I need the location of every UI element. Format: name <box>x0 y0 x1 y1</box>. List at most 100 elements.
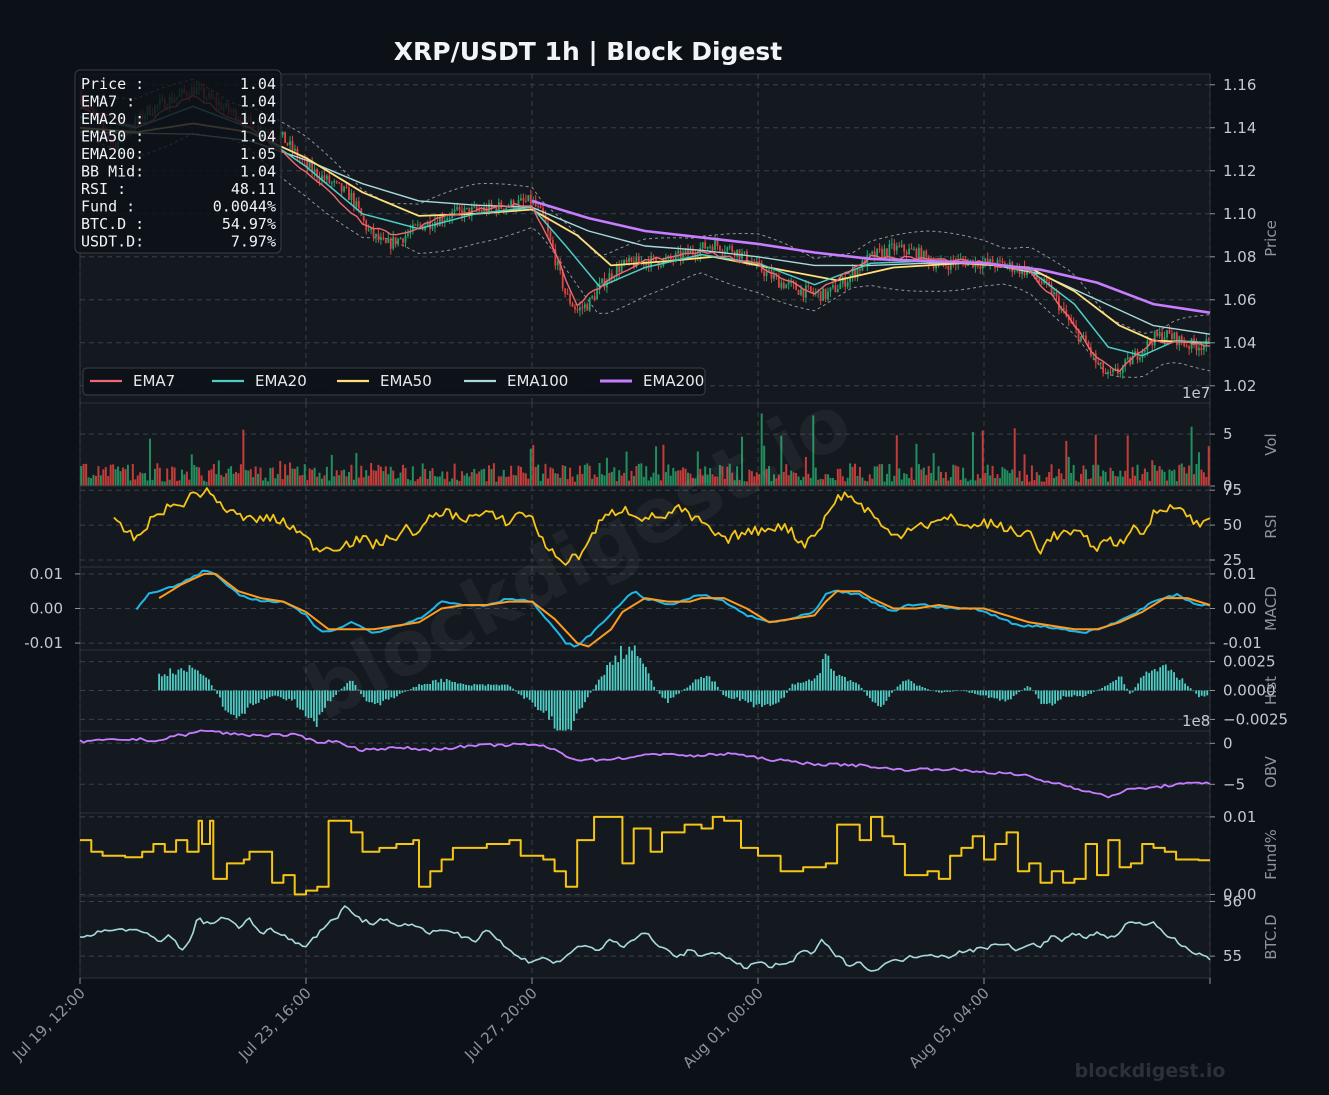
hist-bar <box>1048 690 1051 704</box>
volume-bar <box>787 475 790 486</box>
hist-bar <box>456 683 459 691</box>
candle-body <box>1082 335 1085 337</box>
volume-bar <box>387 474 390 486</box>
volume-bar <box>505 476 508 486</box>
volume-bar <box>578 465 581 486</box>
volume-bar <box>876 466 879 486</box>
volume-bar <box>573 481 576 486</box>
candle-body <box>1207 339 1210 341</box>
volume-bar <box>144 473 147 486</box>
candle-body <box>505 207 508 211</box>
volume-bar <box>529 448 532 486</box>
candle-body <box>863 260 866 267</box>
volume-bar <box>156 463 159 486</box>
hist-bar <box>196 670 199 691</box>
hist-bar <box>708 676 711 691</box>
volume-bar <box>421 463 424 486</box>
candle-body <box>615 266 618 277</box>
volume-bar <box>296 466 299 486</box>
hist-bar <box>725 690 727 697</box>
volume-bar <box>1089 478 1092 486</box>
volume-bar <box>384 466 387 486</box>
hist-bar <box>987 690 990 698</box>
volume-bar <box>365 470 368 486</box>
hist-bar <box>636 656 639 691</box>
info-value: 1.04 <box>240 93 276 111</box>
hist-bar <box>382 690 385 701</box>
volume-bar <box>333 476 336 486</box>
candle-body <box>630 257 633 262</box>
volume-bar <box>188 479 191 486</box>
candle-body <box>556 261 559 266</box>
price-ytick-label: 1.02 <box>1223 377 1256 395</box>
hist-bar <box>586 690 589 698</box>
hist-bar <box>169 668 172 691</box>
candle-body <box>1099 362 1102 364</box>
volume-bar <box>581 474 584 486</box>
hist-bar <box>913 683 915 691</box>
hist-bar <box>907 679 910 691</box>
candle-body <box>1171 333 1173 339</box>
volume-bar <box>620 475 623 486</box>
volume-bar <box>1121 476 1124 486</box>
volume-bar <box>259 467 262 486</box>
candle-body <box>1124 359 1127 367</box>
candle-body <box>1040 281 1043 284</box>
candle-body <box>1180 336 1183 343</box>
volume-bar <box>436 476 439 486</box>
hist-bar <box>329 690 332 702</box>
volume-bar <box>80 466 83 486</box>
btcd-ytick-label: 55 <box>1223 947 1242 965</box>
candle-body <box>1077 329 1080 341</box>
hist-bar <box>979 690 982 696</box>
candle-body <box>1131 355 1134 365</box>
candle-body <box>473 206 476 208</box>
candle-body <box>886 248 888 257</box>
candle-body <box>684 249 687 253</box>
volume-bar <box>406 479 409 486</box>
volume-bar <box>397 477 400 486</box>
hist-bar <box>1065 690 1068 697</box>
volume-bar <box>291 468 294 486</box>
volume-bar <box>537 464 540 486</box>
btcd-panel: 56 55 BTC.D <box>79 892 1280 979</box>
volume-bar <box>271 467 274 486</box>
candle-body <box>1094 353 1097 363</box>
hist-bar <box>1115 680 1117 691</box>
hist-bar <box>268 690 271 698</box>
volume-bar <box>571 476 574 486</box>
price-ytick-label: 1.16 <box>1223 76 1256 94</box>
volume-bar <box>178 480 181 486</box>
volume-bar <box>308 468 311 486</box>
candle-body <box>1146 340 1149 351</box>
candle-body <box>883 248 886 258</box>
volume-bar <box>871 478 874 486</box>
volume-bar <box>121 467 124 486</box>
volume-bar <box>402 464 405 486</box>
candle-body <box>773 275 775 279</box>
macd-ylabel: MACD <box>1262 586 1280 631</box>
info-value: 1.04 <box>240 163 276 181</box>
volume-bar <box>87 477 90 486</box>
volume-bar <box>930 472 933 486</box>
hist-bar <box>1092 690 1095 692</box>
volume-bar <box>244 469 247 486</box>
volume-bar <box>92 474 95 486</box>
volume-bar <box>863 480 866 486</box>
candle-body <box>856 269 859 278</box>
volume-bar <box>117 466 120 486</box>
hist-bar <box>230 690 232 715</box>
volume-bar <box>1013 428 1016 486</box>
volume-bar <box>1116 476 1119 486</box>
volume-bar <box>149 438 152 486</box>
hist-bar <box>539 690 542 711</box>
volume-panel-frame <box>79 402 1211 487</box>
volume-bar <box>903 473 906 486</box>
volume-bar <box>1043 481 1046 486</box>
volume-bar <box>824 474 827 486</box>
volume-bar <box>610 471 613 486</box>
candle-body <box>719 245 721 251</box>
hist-bar <box>495 684 498 691</box>
candle-body <box>384 239 387 243</box>
hist-bar <box>448 680 451 691</box>
